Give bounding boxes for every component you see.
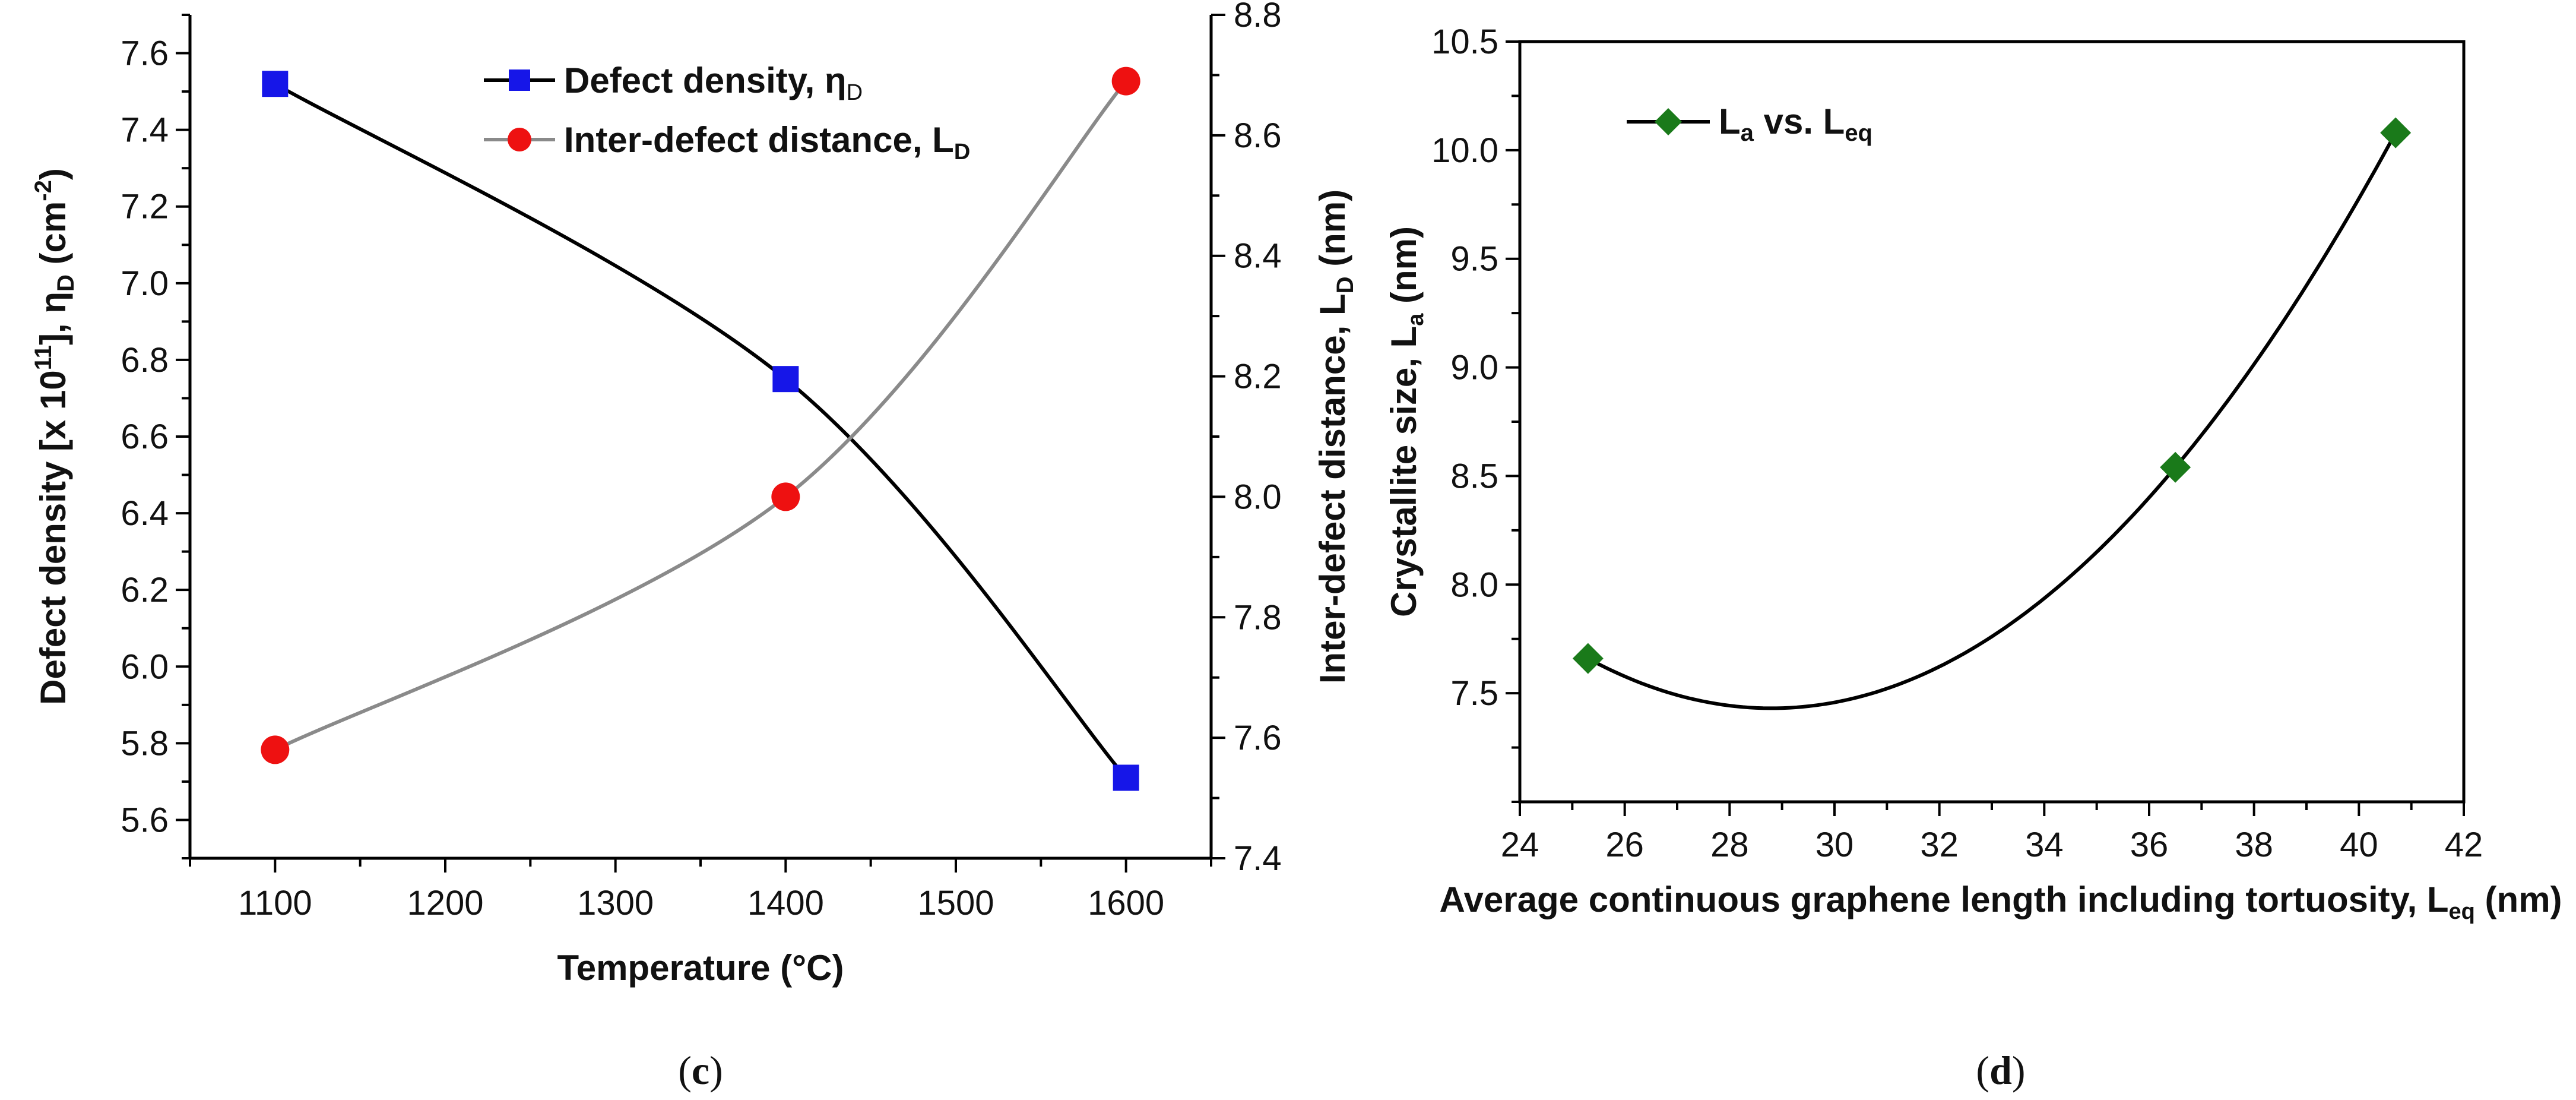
d-plot-frame bbox=[1518, 40, 2466, 804]
c-right-y-tick-label: 7.4 bbox=[1234, 839, 1282, 878]
c-right-y-tick-label: 7.6 bbox=[1234, 719, 1282, 757]
d-x-axis-title: Average continuous graphene length inclu… bbox=[1439, 880, 2562, 924]
c-right-y-tick-label: 8.4 bbox=[1234, 237, 1282, 276]
d-ticks: 24 26 28 30 32 34 36 38 40 42 7.5 8.0 8.5 9.0 9.5 10.0 1… bbox=[1431, 23, 2483, 864]
d-legend-marker-diamond bbox=[1655, 108, 1682, 135]
c-right-y-tick-label: 8.8 bbox=[1234, 0, 1282, 34]
c-data-point-square bbox=[262, 71, 289, 97]
c-legend-defect-density: Defect density, ηD bbox=[484, 61, 863, 105]
d-series-line-0 bbox=[1587, 132, 2397, 710]
c-left-axis-title: Defect density [x 1011], ηD (cm-2) bbox=[30, 168, 79, 705]
d-x-tick-label: 26 bbox=[1605, 826, 1644, 864]
c-left-y-tick-label: 6.0 bbox=[121, 647, 169, 686]
panel-c-chart: 1100 1200 1300 1400 1500 1600 5.6 5.8 6.0 6.2 6.4 6… bbox=[30, 0, 1358, 1093]
c-right-y-tick-label: 8.6 bbox=[1234, 116, 1282, 155]
c-left-y-tick-label: 7.4 bbox=[121, 111, 169, 150]
c-caption: (c) bbox=[678, 1048, 723, 1093]
c-legend-label-inter: Inter-defect distance, LD bbox=[564, 120, 970, 165]
c-data-point-circle bbox=[1111, 67, 1140, 96]
c-left-y-tick-label: 6.8 bbox=[121, 341, 169, 380]
d-y-tick-label: 7.5 bbox=[1450, 674, 1498, 713]
d-data-point-diamond bbox=[1572, 643, 1604, 674]
c-ticks: 1100 1200 1300 1400 1500 1600 5.6 5.8 6.0 6.2 6.4 6… bbox=[121, 0, 1281, 922]
d-legend-label: La vs. Leq bbox=[1719, 102, 1872, 146]
d-x-tick-label: 36 bbox=[2130, 826, 2169, 864]
d-y-tick-label: 8.0 bbox=[1450, 565, 1498, 604]
d-x-tick-label: 24 bbox=[1501, 826, 1539, 864]
c-x-tick-label: 1300 bbox=[577, 884, 654, 922]
c-x-tick-label: 1200 bbox=[407, 884, 483, 922]
d-x-tick-label: 30 bbox=[1815, 826, 1854, 864]
d-x-tick-label: 34 bbox=[2025, 826, 2064, 864]
c-x-tick-label: 1100 bbox=[238, 884, 312, 922]
c-data-point-circle bbox=[771, 482, 800, 511]
c-series-line-0 bbox=[274, 82, 1127, 779]
d-x-tick-label: 38 bbox=[2235, 826, 2273, 864]
d-data-point-diamond bbox=[2160, 451, 2191, 483]
c-legend-marker-square bbox=[509, 69, 530, 91]
c-right-y-tick-label: 8.0 bbox=[1234, 478, 1282, 516]
c-right-axis-title: Inter-defect distance, LD (nm) bbox=[1313, 189, 1358, 684]
c-x-axis-title: Temperature (°C) bbox=[557, 948, 844, 988]
d-y-axis-title: Crystallite size, La (nm) bbox=[1384, 226, 1428, 617]
c-right-y-tick-label: 8.2 bbox=[1234, 358, 1282, 396]
d-x-tick-label: 42 bbox=[2445, 826, 2483, 864]
c-data-point-circle bbox=[261, 735, 290, 764]
d-y-tick-label: 10.0 bbox=[1431, 131, 1498, 170]
c-left-y-tick-label: 5.8 bbox=[121, 724, 169, 763]
c-series bbox=[261, 67, 1140, 791]
d-data-point-diamond bbox=[2380, 117, 2412, 148]
d-caption: (d) bbox=[1976, 1048, 2025, 1093]
d-x-tick-label: 28 bbox=[1710, 826, 1749, 864]
c-series-line-1 bbox=[274, 80, 1127, 752]
c-data-point-square bbox=[772, 366, 799, 393]
c-left-y-tick-label: 6.2 bbox=[121, 571, 169, 609]
c-left-y-tick-label: 7.6 bbox=[121, 34, 169, 73]
d-y-tick-label: 9.0 bbox=[1450, 349, 1498, 387]
d-x-tick-label: 40 bbox=[2340, 826, 2378, 864]
c-left-y-tick-label: 7.2 bbox=[121, 188, 169, 226]
c-data-point-square bbox=[1113, 764, 1139, 791]
d-y-tick-label: 8.5 bbox=[1450, 457, 1498, 495]
c-left-y-tick-label: 6.6 bbox=[121, 418, 169, 456]
c-left-y-tick-label: 6.4 bbox=[121, 494, 169, 533]
c-x-tick-label: 1600 bbox=[1088, 884, 1164, 922]
c-left-y-tick-label: 5.6 bbox=[121, 801, 169, 839]
d-legend: La vs. Leq bbox=[1627, 102, 1872, 146]
c-left-y-tick-label: 7.0 bbox=[121, 264, 169, 303]
d-y-tick-label: 10.5 bbox=[1431, 23, 1498, 61]
c-x-tick-label: 1400 bbox=[747, 884, 824, 922]
d-x-tick-label: 32 bbox=[1920, 826, 1959, 864]
c-legend: Defect density, ηD Inter-defect distance… bbox=[484, 61, 970, 165]
c-right-y-tick-label: 7.8 bbox=[1234, 598, 1282, 637]
panel-d-chart: 24 26 28 30 32 34 36 38 40 42 7.5 8.0 8.5 9.0 9.5 10.0 1… bbox=[1384, 23, 2562, 1093]
d-y-tick-label: 9.5 bbox=[1450, 240, 1498, 279]
c-legend-label-defect: Defect density, ηD bbox=[564, 61, 863, 105]
d-series bbox=[1572, 117, 2412, 710]
c-x-tick-label: 1500 bbox=[917, 884, 994, 922]
c-legend-inter-defect: Inter-defect distance, LD bbox=[484, 120, 970, 165]
c-legend-marker-circle bbox=[508, 128, 531, 151]
